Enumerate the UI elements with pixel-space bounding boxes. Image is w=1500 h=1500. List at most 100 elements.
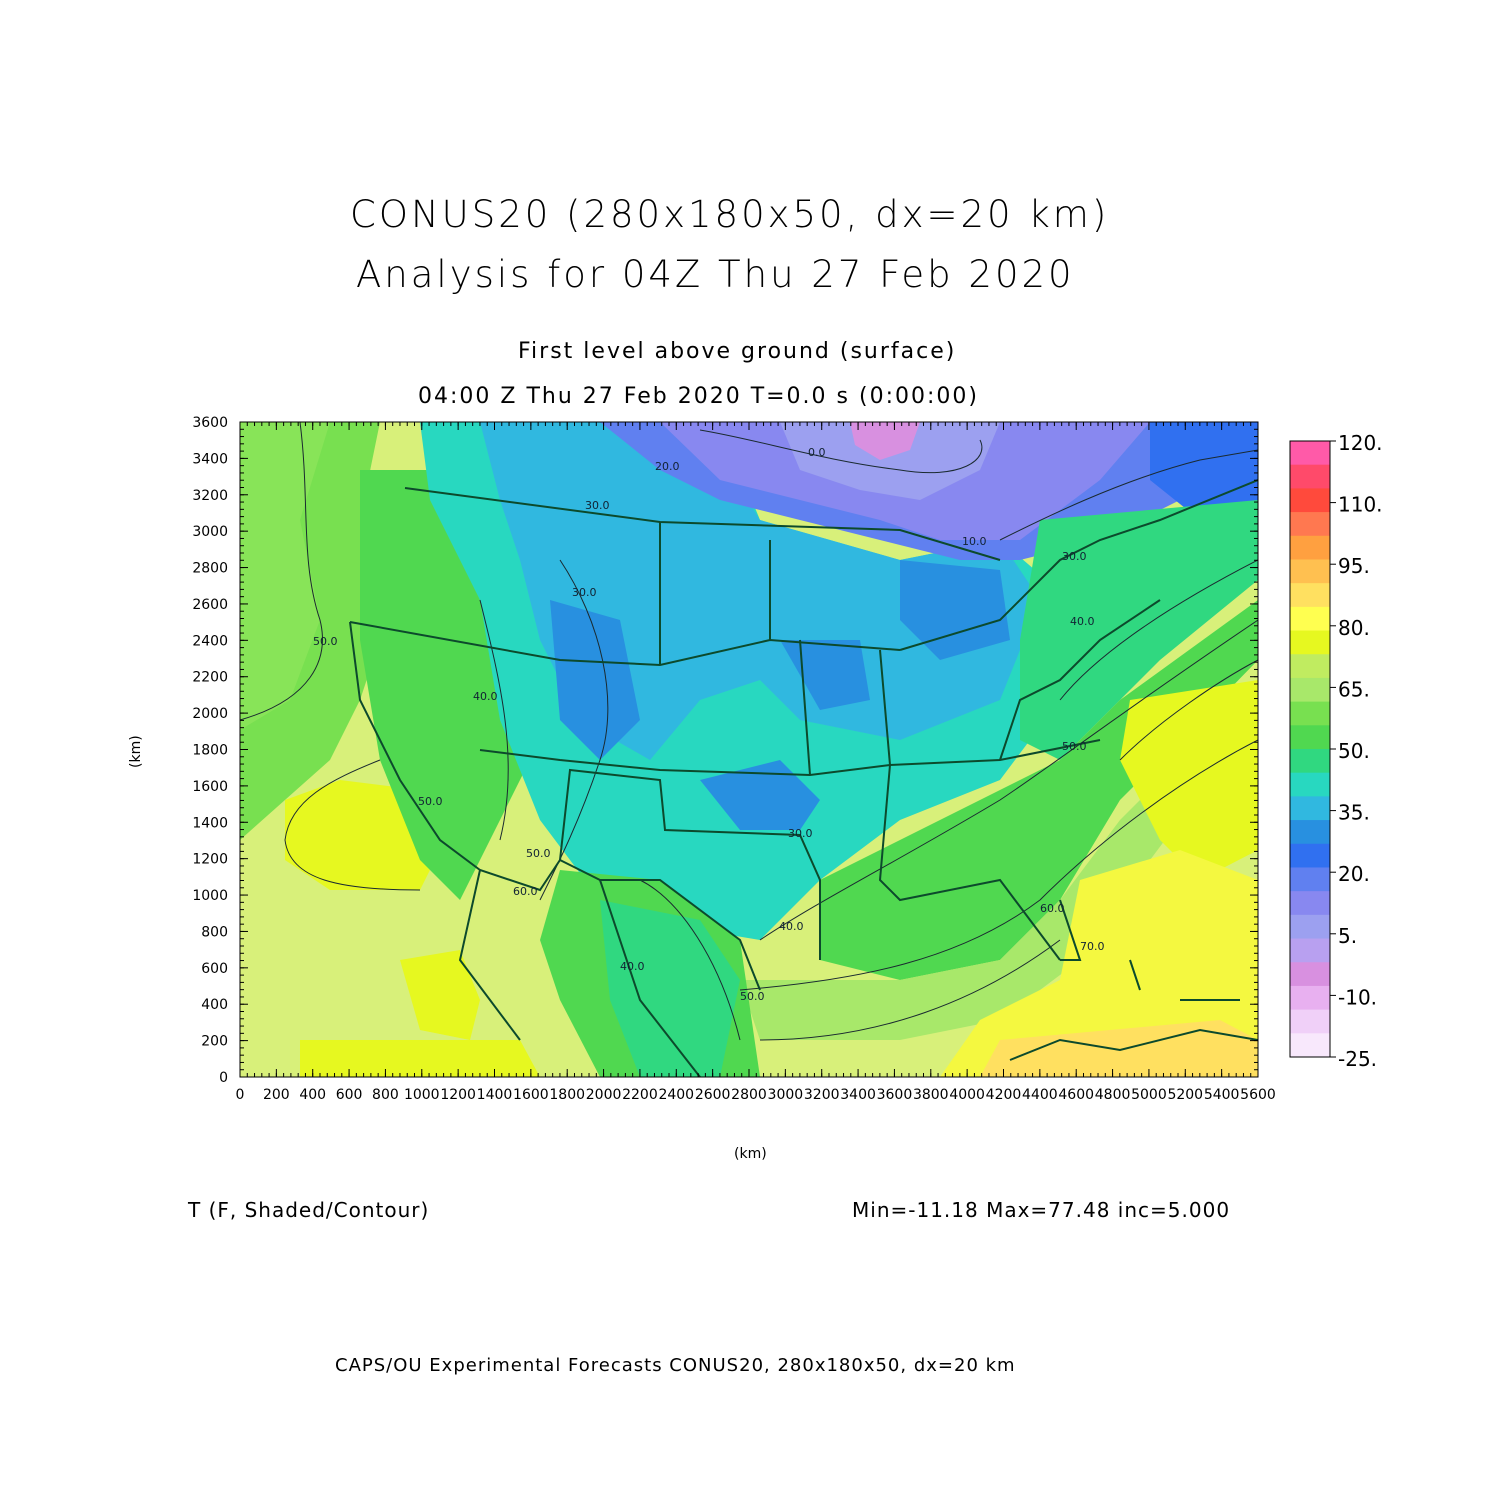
colorbar-swatch — [1290, 1009, 1330, 1034]
state-boundaries — [349, 479, 1258, 1077]
y-tick-label: 1400 — [192, 815, 228, 831]
colorbar-swatch — [1290, 938, 1330, 963]
footer-credit: CAPS/OU Experimental Forecasts CONUS20, … — [335, 1355, 1016, 1376]
colorbar-label: 110. — [1338, 493, 1383, 517]
colorbar-swatch — [1290, 796, 1330, 821]
y-tick-label: 0 — [219, 1070, 228, 1086]
colorbar-label: -25. — [1338, 1047, 1377, 1071]
colorbar-swatch — [1290, 725, 1330, 750]
x-tick-label: 3400 — [840, 1087, 876, 1103]
colorbar: 120. 110. 95. 80. 65. 50. 35. 20. 5. -10. -25. — [1289, 431, 1383, 1071]
field-stats-label: Min=-11.18 Max=77.48 inc=5.000 — [852, 1198, 1231, 1222]
y-tick-label: 1000 — [192, 888, 228, 904]
colorbar-label: -10. — [1338, 985, 1377, 1009]
colorbar-label: 20. — [1338, 862, 1370, 886]
colorbar-label: 120. — [1338, 431, 1383, 455]
colorbar-swatch — [1290, 772, 1330, 797]
x-tick-label: 3000 — [768, 1087, 804, 1103]
x-tick-label: 5200 — [1167, 1087, 1203, 1103]
colorbar-swatch — [1290, 867, 1330, 892]
y-axis-label: (km) — [128, 735, 144, 768]
x-tick-label: 2800 — [731, 1087, 767, 1103]
x-tick-label: 3600 — [877, 1087, 913, 1103]
contour-label: 50.0 — [313, 635, 338, 648]
x-tick-label: 1600 — [513, 1087, 549, 1103]
contour-label: 50.0 — [418, 795, 443, 808]
y-axis: 0 200 400 600 800 1000 1200 1400 1600 1800 2000 220… — [192, 415, 1258, 1086]
y-tick-label: 200 — [201, 1034, 228, 1050]
x-tick-label: 4000 — [949, 1087, 985, 1103]
colorbar-label: 50. — [1338, 739, 1370, 763]
y-tick-label: 1600 — [192, 779, 228, 795]
y-tick-label: 1800 — [192, 743, 228, 759]
title-line-2: Analysis for 04Z Thu 27 Feb 2020 — [356, 253, 1075, 296]
colorbar-swatch — [1290, 583, 1330, 608]
y-tick-label: 800 — [201, 924, 228, 940]
colorbar-swatch — [1290, 559, 1330, 584]
colorbar-label: 5. — [1338, 924, 1357, 948]
x-tick-label: 4400 — [1022, 1087, 1058, 1103]
x-tick-label: 0 — [236, 1087, 245, 1103]
colorbar-swatch — [1290, 891, 1330, 916]
colorbar-swatch — [1290, 630, 1330, 655]
colorbar-swatch — [1290, 843, 1330, 868]
x-tick-label: 1800 — [549, 1087, 585, 1103]
field-variable-label: T (F, Shaded/Contour) — [188, 1198, 430, 1222]
contour-label: 30.0 — [1062, 550, 1087, 563]
contour-label: 10.0 — [962, 535, 987, 548]
x-tick-label: 2400 — [658, 1087, 694, 1103]
x-tick-label: 5600 — [1240, 1087, 1276, 1103]
y-tick-label: 3600 — [192, 415, 228, 431]
x-tick-label: 600 — [336, 1087, 363, 1103]
colorbar-swatch — [1290, 441, 1330, 466]
contour-label: 30.0 — [572, 586, 597, 599]
y-tick-label: 3000 — [192, 524, 228, 540]
contour-label: 20.0 — [655, 460, 680, 473]
colorbar-swatch — [1290, 535, 1330, 560]
x-tick-label: 1000 — [404, 1087, 440, 1103]
x-tick-label: 2000 — [586, 1087, 622, 1103]
x-tick-label: 400 — [299, 1087, 326, 1103]
contour-label: 30.0 — [585, 499, 610, 512]
colorbar-swatch — [1290, 914, 1330, 940]
y-tick-label: 400 — [201, 997, 228, 1013]
contour-label: 60.0 — [1040, 902, 1065, 915]
y-tick-label: 2600 — [192, 597, 228, 613]
colorbar-swatch — [1290, 701, 1330, 726]
x-tick-label: 200 — [263, 1087, 290, 1103]
colorbar-swatch — [1290, 677, 1330, 703]
colorbar-swatch — [1290, 488, 1330, 513]
contour-label: 40.0 — [1070, 615, 1095, 628]
y-tick-label: 1200 — [192, 852, 228, 868]
contour-label: 40.0 — [620, 960, 645, 973]
x-tick-label: 800 — [372, 1087, 399, 1103]
level-subtitle: First level above ground (surface) — [518, 339, 957, 364]
contour-label: 0.0 — [808, 446, 826, 459]
contour-label: 60.0 — [513, 885, 538, 898]
colorbar-swatch — [1290, 1033, 1330, 1058]
x-axis-label: (km) — [734, 1146, 767, 1162]
y-tick-label: 2200 — [192, 670, 228, 686]
y-tick-label: 2800 — [192, 561, 228, 577]
contour-label: 50.0 — [1062, 740, 1087, 753]
contour-label: 50.0 — [526, 847, 551, 860]
title-line-1: CONUS20 (280x180x50, dx=20 km) — [350, 193, 1110, 236]
contour-lines — [240, 422, 1258, 1041]
x-tick-label: 4800 — [1095, 1087, 1131, 1103]
colorbar-label: 95. — [1338, 554, 1370, 578]
contour-label: 40.0 — [779, 920, 804, 933]
x-tick-label: 1200 — [440, 1087, 476, 1103]
x-tick-label: 3200 — [804, 1087, 840, 1103]
x-tick-label: 5000 — [1131, 1087, 1167, 1103]
x-tick-label: 2600 — [695, 1087, 731, 1103]
colorbar-label: 65. — [1338, 677, 1370, 701]
x-tick-label: 4600 — [1058, 1087, 1094, 1103]
contour-label: 70.0 — [1080, 940, 1105, 953]
y-tick-label: 2000 — [192, 706, 228, 722]
y-tick-label: 600 — [201, 961, 228, 977]
x-tick-label: 4200 — [986, 1087, 1022, 1103]
colorbar-label: 35. — [1338, 801, 1370, 825]
colorbar-swatch — [1290, 985, 1330, 1011]
contour-label: 50.0 — [740, 990, 765, 1003]
